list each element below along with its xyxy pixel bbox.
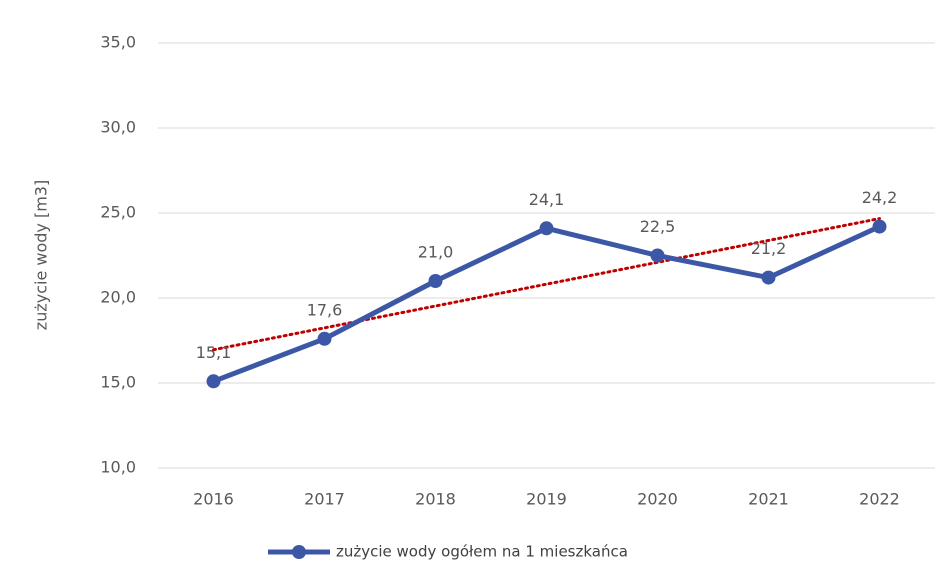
data-label: 22,5: [640, 217, 676, 236]
x-tick-label: 2019: [526, 490, 567, 509]
y-tick-label: 25,0: [100, 203, 136, 222]
data-point: [650, 248, 665, 263]
x-tick-label: 2018: [415, 490, 456, 509]
data-point: [206, 374, 221, 389]
data-point: [317, 331, 332, 346]
legend-marker: [292, 545, 306, 559]
data-label: 24,1: [529, 190, 565, 209]
y-tick-label: 10,0: [100, 458, 136, 477]
x-tick-label: 2022: [859, 490, 900, 509]
data-label: 15,1: [196, 343, 232, 362]
y-tick-label: 20,0: [100, 288, 136, 307]
x-tick-label: 2021: [748, 490, 789, 509]
data-point: [872, 219, 887, 234]
legend-label: zużycie wody ogółem na 1 mieszkańca: [336, 543, 628, 561]
data-label: 17,6: [307, 300, 343, 319]
x-tick-label: 2016: [193, 490, 234, 509]
data-point: [428, 274, 443, 288]
y-axis-label: zużycie wody [m3]: [32, 180, 51, 330]
x-tick-label: 2020: [637, 490, 678, 509]
x-tick-label: 2017: [304, 490, 345, 509]
trendline: [212, 217, 881, 352]
data-point: [539, 221, 554, 236]
data-point: [761, 270, 776, 285]
y-tick-label: 15,0: [100, 373, 136, 392]
y-tick-label: 35,0: [100, 33, 136, 52]
y-tick-label: 30,0: [100, 118, 136, 137]
data-label: 21,0: [418, 243, 454, 262]
data-label: 24,2: [862, 188, 898, 207]
data-label: 21,2: [751, 239, 787, 258]
